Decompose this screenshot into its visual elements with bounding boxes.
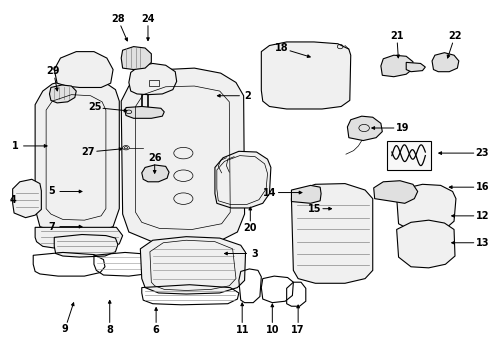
Polygon shape: [380, 55, 412, 77]
Text: 28: 28: [111, 14, 124, 24]
Polygon shape: [406, 62, 425, 72]
Polygon shape: [121, 68, 244, 244]
Text: 29: 29: [47, 66, 60, 76]
Polygon shape: [54, 234, 118, 257]
Polygon shape: [13, 179, 41, 218]
Polygon shape: [261, 42, 350, 109]
Text: 5: 5: [48, 186, 55, 197]
Polygon shape: [35, 78, 119, 234]
Text: 20: 20: [243, 223, 257, 233]
Text: 4: 4: [9, 195, 16, 205]
Text: 13: 13: [474, 238, 488, 248]
Polygon shape: [35, 227, 122, 250]
Text: 10: 10: [265, 325, 279, 334]
Polygon shape: [142, 165, 169, 182]
Text: 2: 2: [244, 91, 251, 101]
Text: 22: 22: [447, 31, 461, 41]
Polygon shape: [121, 46, 151, 69]
Bar: [386, 141, 430, 170]
Polygon shape: [125, 107, 164, 118]
Text: 6: 6: [152, 325, 159, 334]
Text: 24: 24: [141, 14, 154, 24]
Text: 18: 18: [275, 44, 288, 53]
Polygon shape: [291, 184, 372, 283]
Text: 1: 1: [12, 141, 19, 151]
Text: 26: 26: [148, 153, 161, 163]
Polygon shape: [346, 116, 382, 140]
Text: 15: 15: [307, 204, 321, 214]
Text: 12: 12: [474, 211, 488, 221]
Polygon shape: [129, 63, 176, 95]
Text: 11: 11: [235, 325, 248, 334]
Polygon shape: [54, 51, 113, 87]
Text: 9: 9: [61, 324, 68, 334]
Polygon shape: [431, 53, 458, 72]
Text: 21: 21: [389, 31, 403, 41]
Text: 27: 27: [81, 147, 95, 157]
Text: 14: 14: [263, 188, 276, 198]
Polygon shape: [291, 185, 321, 203]
Text: 25: 25: [88, 103, 101, 112]
Text: 19: 19: [395, 123, 408, 133]
Polygon shape: [49, 85, 76, 103]
Polygon shape: [373, 181, 417, 203]
Text: 8: 8: [106, 325, 113, 334]
Polygon shape: [140, 237, 245, 294]
Polygon shape: [396, 220, 454, 268]
Text: 23: 23: [474, 148, 488, 158]
Text: 16: 16: [474, 182, 488, 192]
Polygon shape: [396, 184, 455, 232]
Polygon shape: [215, 151, 270, 208]
Bar: [149, 80, 159, 86]
Text: 3: 3: [251, 248, 258, 258]
Text: 17: 17: [291, 325, 304, 334]
Text: 7: 7: [48, 222, 55, 231]
